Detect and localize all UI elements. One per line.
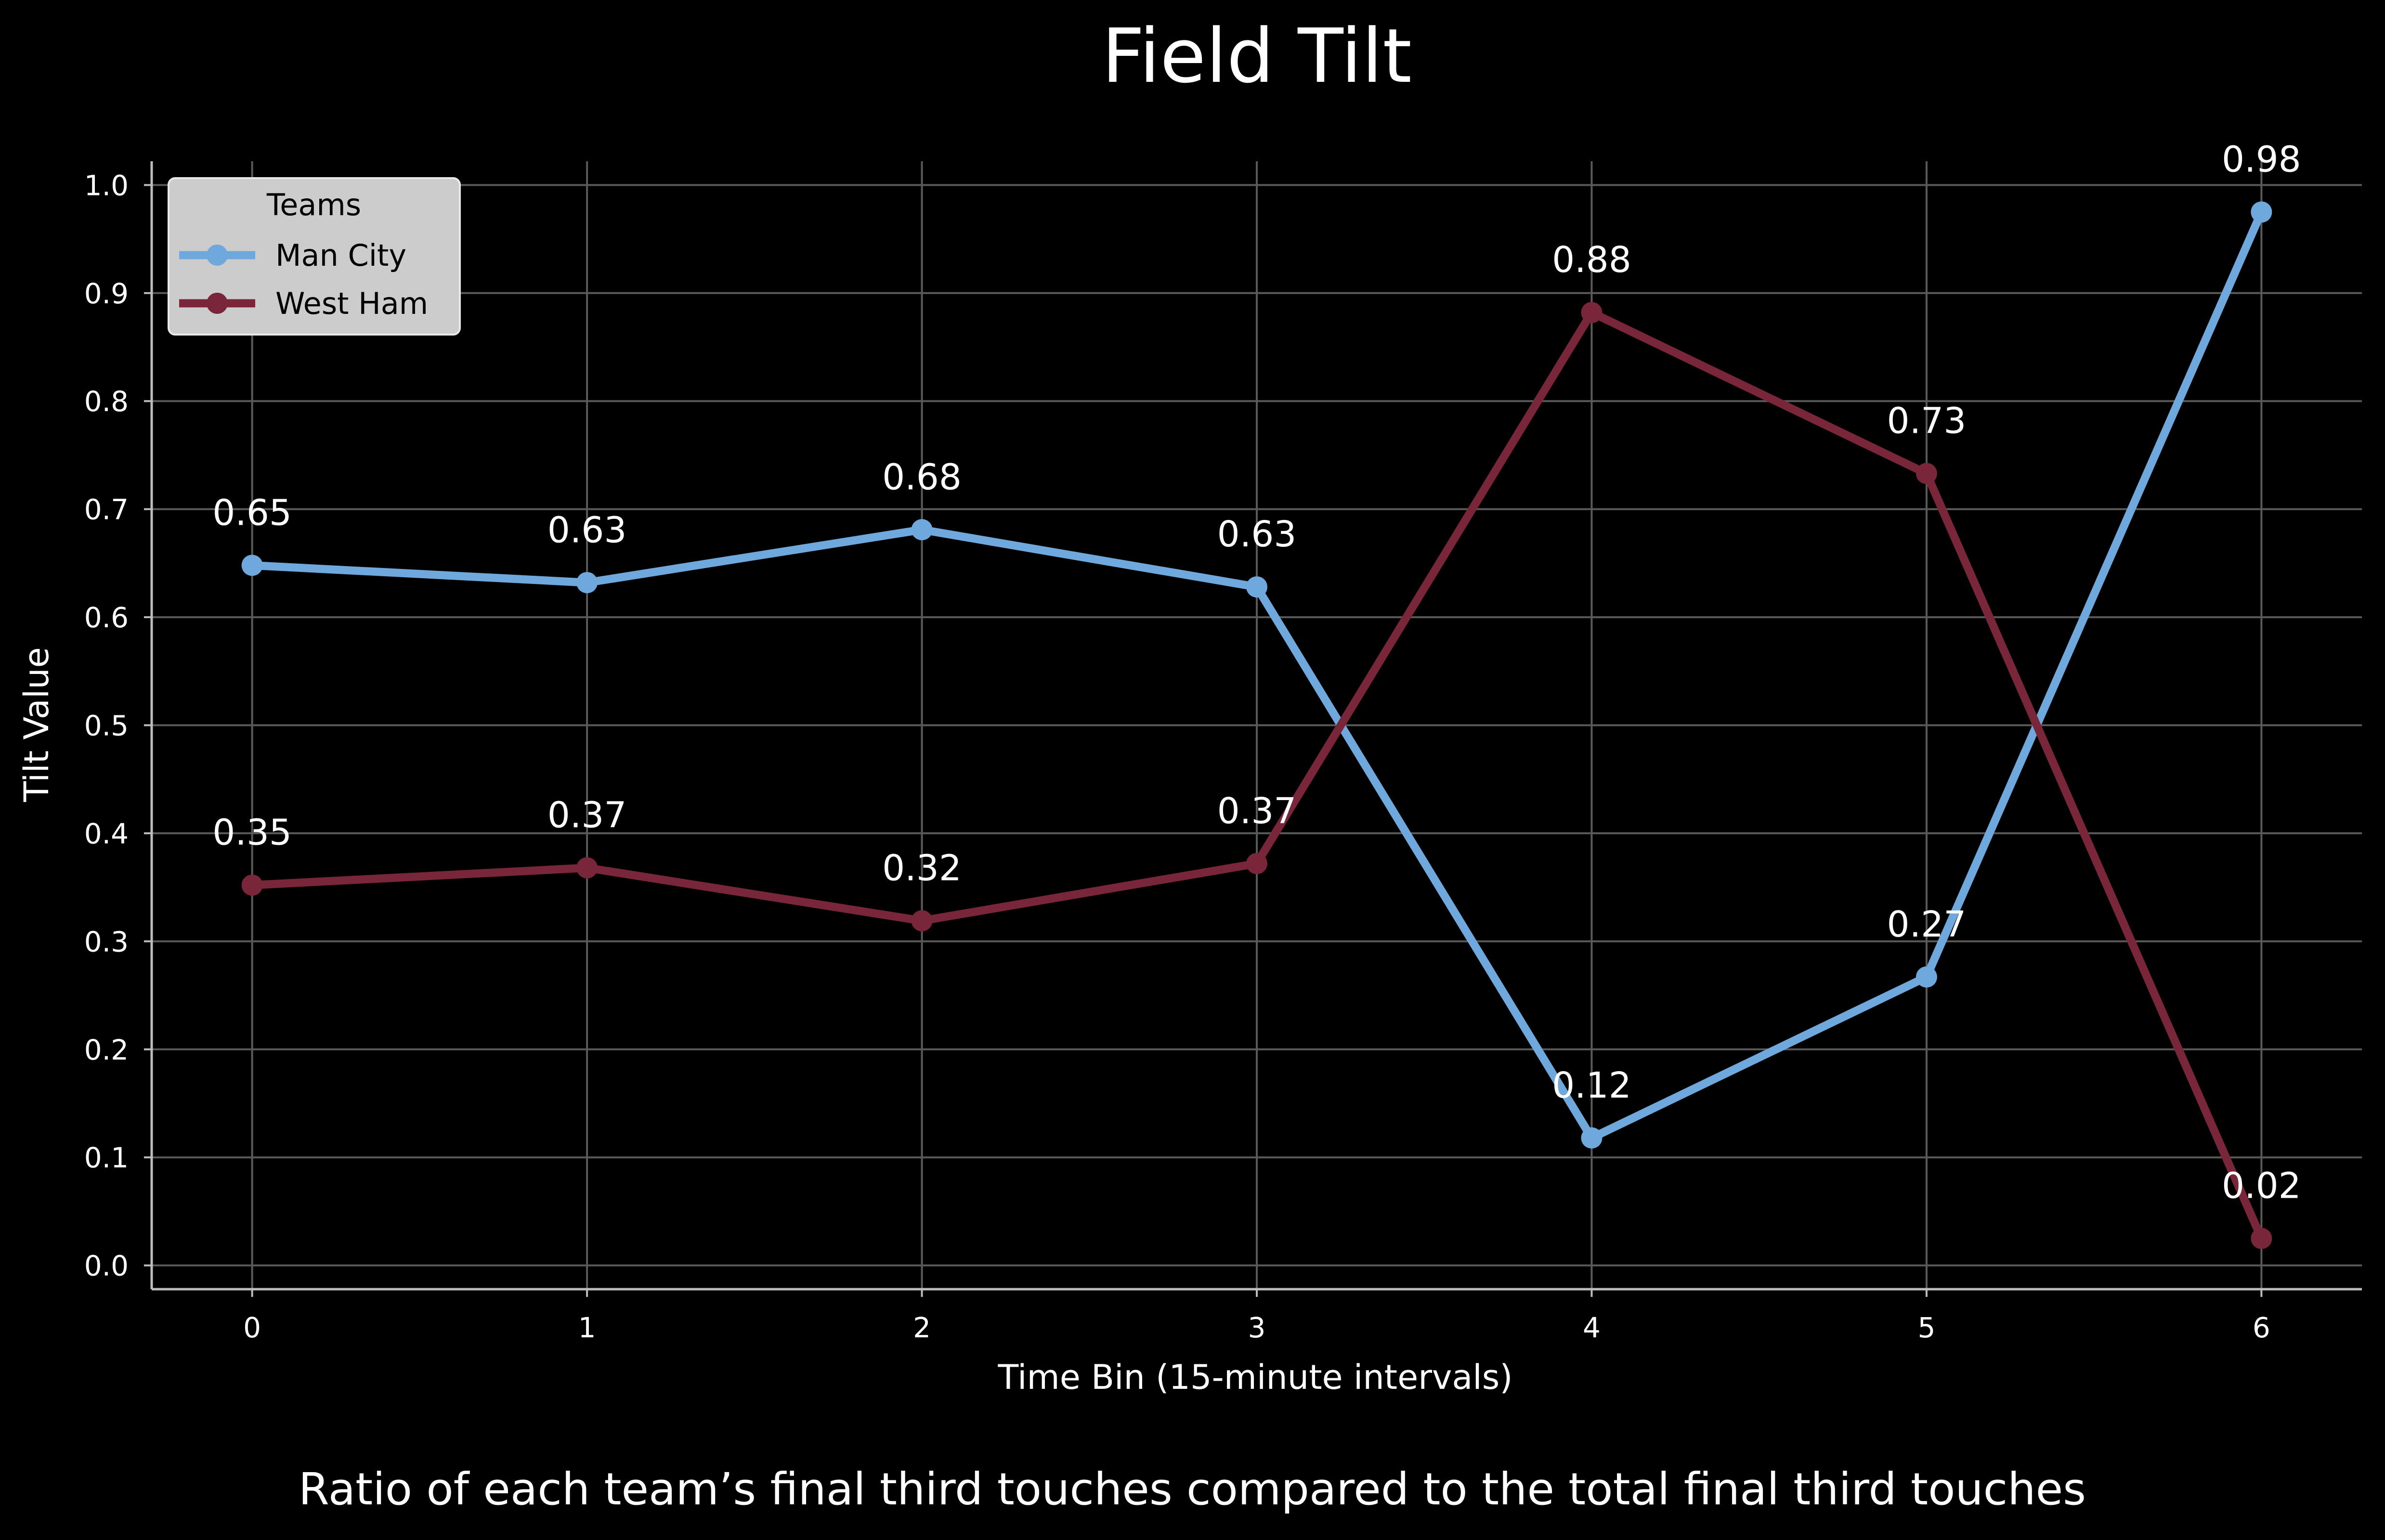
y-tick-label-8: 0.8 xyxy=(84,385,129,418)
legend: Teams Man City West Ham xyxy=(168,177,461,336)
data-point-man-city-1 xyxy=(576,572,598,594)
chart-subtitle: Ratio of each team’s final third touches… xyxy=(299,1463,2086,1515)
y-tick-label-4: 0.4 xyxy=(84,817,129,850)
legend-title: Teams xyxy=(266,187,361,222)
data-point-west-ham-0 xyxy=(241,874,263,896)
series-layer xyxy=(241,201,2272,1249)
data-label-man-city-4: 0.12 xyxy=(1552,1065,1631,1106)
y-tick-label-9: 0.9 xyxy=(84,277,129,310)
y-tick-label-3: 0.3 xyxy=(84,925,129,958)
data-labels: 0.65 0.63 0.68 0.63 0.12 0.27 0.98 0.35 0.37 0.32… xyxy=(212,139,2301,1206)
data-point-man-city-2 xyxy=(911,519,933,541)
data-label-west-ham-0: 0.35 xyxy=(212,812,292,854)
data-label-man-city-6: 0.98 xyxy=(2222,139,2301,180)
data-point-west-ham-6 xyxy=(2251,1228,2272,1249)
data-label-west-ham-6: 0.02 xyxy=(2222,1165,2301,1207)
legend-box xyxy=(168,177,461,336)
data-point-man-city-4 xyxy=(1581,1127,1603,1149)
data-label-man-city-0: 0.65 xyxy=(212,492,292,533)
data-point-west-ham-1 xyxy=(576,857,598,879)
y-tick-label-5: 0.5 xyxy=(84,710,129,742)
data-label-west-ham-4: 0.88 xyxy=(1552,239,1631,281)
data-label-man-city-3: 0.63 xyxy=(1217,514,1297,555)
data-label-west-ham-5: 0.73 xyxy=(1887,401,1967,442)
data-label-west-ham-2: 0.32 xyxy=(882,848,962,889)
grid xyxy=(152,161,2362,1289)
x-tick-label-3: 3 xyxy=(1248,1311,1266,1344)
legend-label-man-city: Man City xyxy=(275,238,406,273)
data-point-man-city-3 xyxy=(1246,576,1267,598)
x-tick-label-5: 5 xyxy=(1917,1311,1935,1344)
chart-title: Field Tilt xyxy=(1102,13,1412,100)
data-point-west-ham-4 xyxy=(1581,302,1603,324)
data-label-man-city-2: 0.68 xyxy=(882,456,962,498)
ticks: 0 1 2 3 4 5 6 0.0 0.1 0.2 0.3 0.4 0.5 0.6 0.7 0.8 0.9 1.0 xyxy=(84,169,2270,1344)
y-axis-label: Tilt Value xyxy=(17,647,56,802)
x-axis-label: Time Bin (15-minute intervals) xyxy=(997,1358,1512,1397)
data-point-man-city-0 xyxy=(241,555,263,576)
data-point-west-ham-3 xyxy=(1246,853,1267,874)
y-tick-label-2: 0.2 xyxy=(84,1034,129,1066)
legend-marker-man-city xyxy=(207,245,228,266)
legend-marker-west-ham xyxy=(207,293,228,314)
data-point-west-ham-5 xyxy=(1916,463,1937,484)
y-tick-label-0: 0.0 xyxy=(84,1250,129,1282)
x-tick-label-6: 6 xyxy=(2253,1311,2270,1344)
data-label-west-ham-1: 0.37 xyxy=(547,795,627,836)
data-point-man-city-5 xyxy=(1916,966,1937,988)
y-tick-label-1: 0.1 xyxy=(84,1141,129,1174)
x-tick-label-0: 0 xyxy=(243,1311,261,1344)
data-label-west-ham-3: 0.37 xyxy=(1217,790,1297,832)
y-tick-label-10: 1.0 xyxy=(84,169,129,202)
data-label-man-city-1: 0.63 xyxy=(547,509,627,551)
x-tick-label-4: 4 xyxy=(1583,1311,1601,1344)
x-tick-label-1: 1 xyxy=(578,1311,596,1344)
x-tick-label-2: 2 xyxy=(913,1311,931,1344)
data-label-man-city-5: 0.27 xyxy=(1887,904,1967,945)
legend-label-west-ham: West Ham xyxy=(275,286,428,321)
data-point-west-ham-2 xyxy=(911,910,933,932)
data-point-man-city-6 xyxy=(2251,201,2272,223)
y-tick-label-7: 0.7 xyxy=(84,493,129,526)
y-tick-label-6: 0.6 xyxy=(84,601,129,634)
legend-entries: Man City West Ham xyxy=(179,238,428,321)
